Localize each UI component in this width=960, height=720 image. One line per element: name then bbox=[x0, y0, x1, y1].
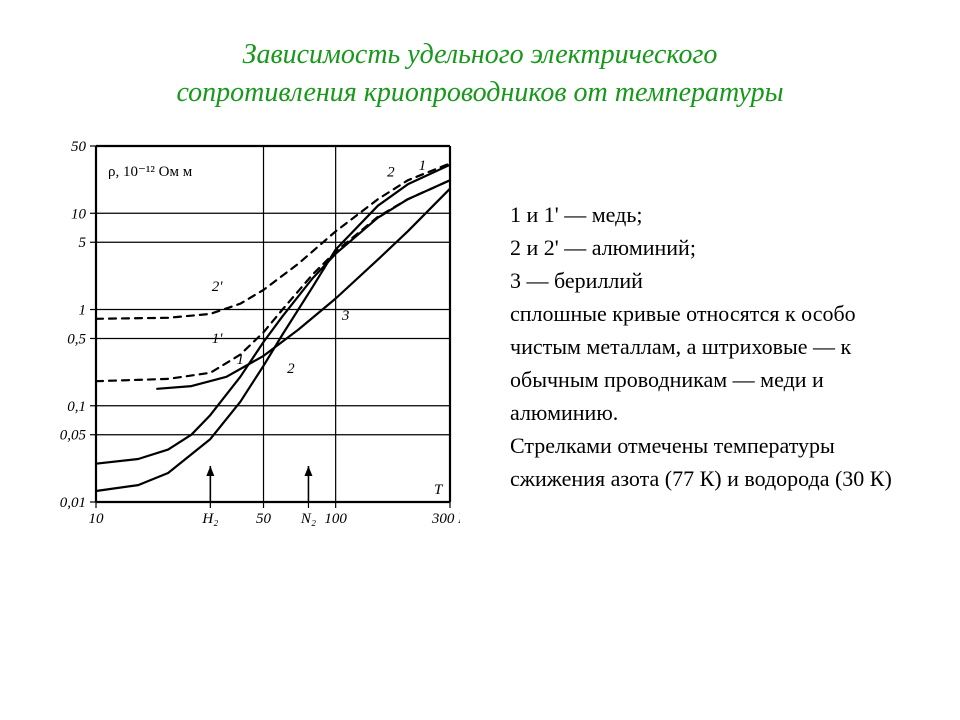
svg-text:N₂: N₂ bbox=[300, 511, 316, 527]
svg-text:0,5: 0,5 bbox=[67, 331, 86, 347]
svg-text:1: 1 bbox=[419, 158, 427, 174]
svg-text:H₂: H₂ bbox=[201, 511, 218, 527]
content-row: 0,01 0,05 0,1 0,5 1 5 10 50 10 H₂ 50 N₂ 100 300 K Tρ, … bbox=[0, 138, 960, 538]
title-line-1: Зависимость удельного электрического bbox=[243, 39, 718, 70]
svg-text:1: 1 bbox=[79, 302, 87, 318]
svg-text:2': 2' bbox=[212, 279, 224, 295]
page-title: Зависимость удельного электрического соп… bbox=[0, 0, 960, 112]
legend-text: 1 и 1' — медь;2 и 2' — алюминий;3 — бери… bbox=[480, 138, 930, 495]
title-line-2: сопротивления криопроводников от темпера… bbox=[176, 77, 783, 108]
svg-text:2: 2 bbox=[287, 360, 295, 376]
chart-container: 0,01 0,05 0,1 0,5 1 5 10 50 10 H₂ 50 N₂ 100 300 K Tρ, … bbox=[0, 138, 480, 538]
resistivity-chart: 0,01 0,05 0,1 0,5 1 5 10 50 10 H₂ 50 N₂ 100 300 K Tρ, … bbox=[40, 138, 460, 538]
svg-text:10: 10 bbox=[71, 206, 87, 222]
svg-text:10: 10 bbox=[89, 511, 105, 527]
svg-text:300 K: 300 K bbox=[431, 511, 460, 527]
legend-line: 1 и 1' — медь; bbox=[510, 198, 930, 231]
svg-text:ρ, 10⁻¹² Ом м: ρ, 10⁻¹² Ом м bbox=[108, 164, 193, 180]
legend-line: сплошные кривые относятся к особо чистым… bbox=[510, 297, 930, 429]
svg-text:3: 3 bbox=[341, 307, 350, 323]
svg-text:50: 50 bbox=[71, 139, 87, 155]
svg-text:2: 2 bbox=[387, 164, 395, 180]
svg-text:5: 5 bbox=[79, 235, 87, 251]
legend-line: 3 — бериллий bbox=[510, 264, 930, 297]
svg-text:0,1: 0,1 bbox=[67, 398, 86, 414]
svg-text:T: T bbox=[434, 482, 444, 498]
legend-line: 2 и 2' — алюминий; bbox=[510, 231, 930, 264]
svg-text:50: 50 bbox=[256, 511, 272, 527]
svg-text:100: 100 bbox=[324, 511, 347, 527]
svg-text:0,01: 0,01 bbox=[60, 495, 86, 511]
legend-line: Стрелками отмечены температуры сжижения … bbox=[510, 429, 930, 495]
svg-text:0,05: 0,05 bbox=[60, 427, 87, 443]
svg-text:1': 1' bbox=[212, 330, 224, 346]
